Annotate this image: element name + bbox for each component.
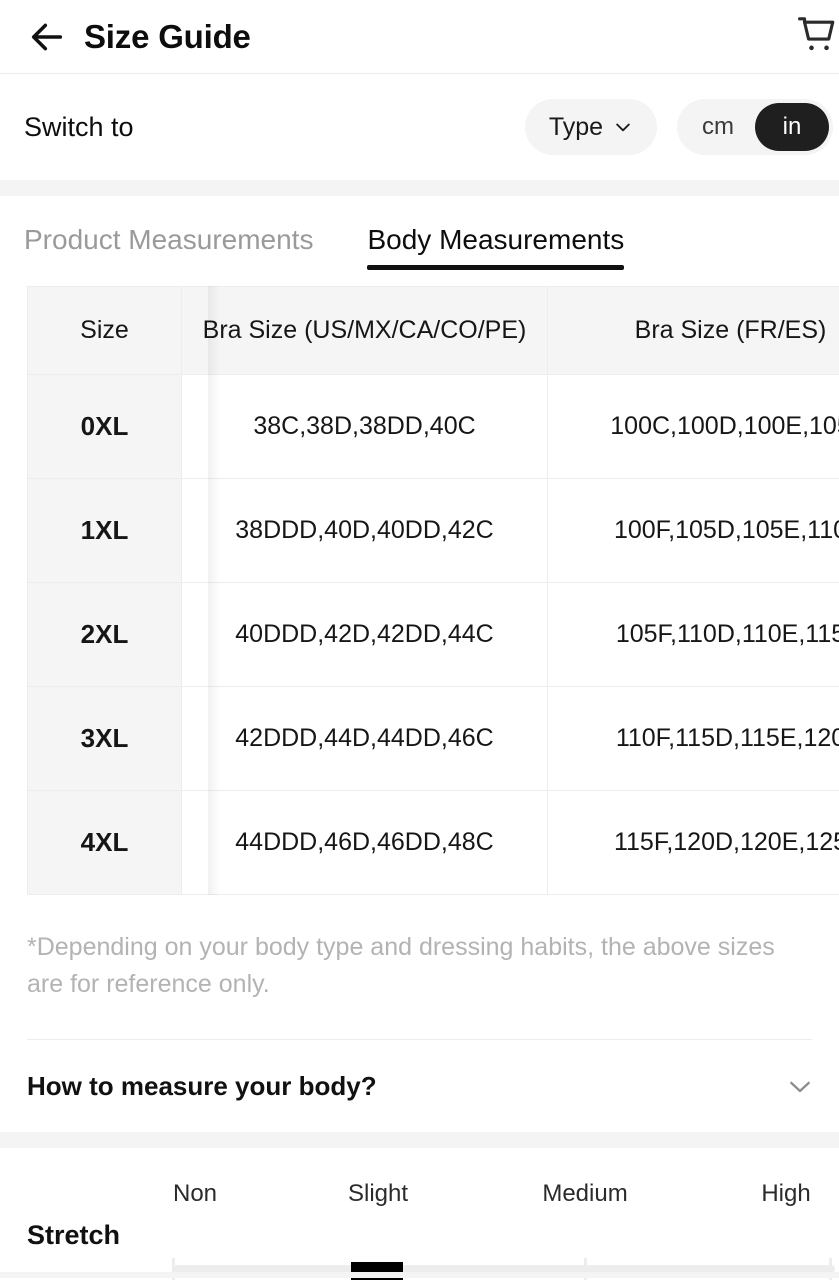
chevron-down-icon bbox=[613, 117, 633, 137]
switch-to-label: Switch to bbox=[24, 111, 134, 142]
unit-option-cm[interactable]: cm bbox=[702, 113, 734, 140]
size-table-container[interactable]: Size Bra Size (US/MX/CA/CO/PE) Bra Size … bbox=[27, 286, 839, 896]
cell-bra-fr: 110F,115D,115E,120 bbox=[547, 686, 839, 792]
stretch-level-high: High bbox=[761, 1180, 811, 1208]
cell-size: 0XL bbox=[27, 374, 182, 480]
stretch-level-non: Non bbox=[172, 1180, 218, 1208]
table-row: 4XL 44DDD,46D,46DD,48C 115F,120D,120E,12… bbox=[27, 790, 839, 896]
cell-size: 2XL bbox=[27, 582, 182, 688]
switch-to-row: Switch to Type cm in bbox=[0, 74, 839, 180]
stretch-slider-tick-0 bbox=[172, 1258, 175, 1280]
cell-bra-fr: 100C,100D,100E,105 bbox=[547, 374, 839, 480]
table-row: 2XL 40DDD,42D,42DD,44C 105F,110D,110E,11… bbox=[27, 582, 839, 688]
unit-toggle[interactable]: cm in bbox=[677, 99, 833, 155]
cell-bra-us: 44DDD,46D,46DD,48C bbox=[181, 790, 548, 896]
measurement-tabs: Product Measurements Body Measurements bbox=[0, 196, 839, 271]
stretch-slider-tick-3 bbox=[829, 1258, 832, 1280]
cell-bra-us: 42DDD,44D,44DD,46C bbox=[181, 686, 548, 792]
size-table: Size Bra Size (US/MX/CA/CO/PE) Bra Size … bbox=[27, 286, 839, 896]
cell-bra-us: 38C,38D,38DD,40C bbox=[181, 374, 548, 480]
tab-product-measurements-label: Product Measurements bbox=[24, 224, 314, 255]
cell-size: 3XL bbox=[27, 686, 182, 792]
switch-controls: Type cm in bbox=[525, 99, 839, 155]
back-button[interactable] bbox=[24, 14, 70, 60]
stretch-level-medium: Medium bbox=[542, 1180, 628, 1208]
table-header-bra-fr: Bra Size (FR/ES) bbox=[547, 286, 839, 376]
section-divider-band bbox=[0, 180, 839, 196]
stretch-slider-tick-2 bbox=[584, 1258, 587, 1280]
table-row: 0XL 38C,38D,38DD,40C 100C,100D,100E,105 bbox=[27, 374, 839, 480]
table-header-size: Size bbox=[27, 286, 182, 376]
size-footnote: *Depending on your body type and dressin… bbox=[27, 933, 775, 999]
stretch-level-slight: Slight bbox=[347, 1180, 409, 1208]
bottom-band bbox=[0, 1272, 839, 1279]
tab-body-measurements[interactable]: Body Measurements bbox=[367, 224, 625, 271]
table-header-row: Size Bra Size (US/MX/CA/CO/PE) Bra Size … bbox=[27, 286, 839, 376]
type-selector-label: Type bbox=[548, 112, 604, 141]
table-row: 3XL 42DDD,44D,44DD,46C 110F,115D,115E,12… bbox=[27, 686, 839, 792]
cell-bra-fr: 100F,105D,105E,110 bbox=[547, 478, 839, 584]
tab-body-measurements-label: Body Measurements bbox=[367, 224, 625, 255]
cell-bra-fr: 105F,110D,110E,115 bbox=[547, 582, 839, 688]
table-row: 1XL 38DDD,40D,40DD,42C 100F,105D,105E,11… bbox=[27, 478, 839, 584]
cell-bra-us: 38DDD,40D,40DD,42C bbox=[181, 478, 548, 584]
shopping-cart-icon bbox=[795, 13, 839, 57]
table-header-bra-us: Bra Size (US/MX/CA/CO/PE) bbox=[181, 286, 548, 376]
how-to-measure-accordion[interactable]: How to measure your body? bbox=[0, 1040, 839, 1133]
unit-option-in[interactable]: in bbox=[755, 103, 829, 151]
stretch-level-labels: Non Slight Medium High bbox=[0, 1180, 839, 1212]
back-arrow-icon bbox=[27, 17, 67, 57]
cell-size: 1XL bbox=[27, 478, 182, 584]
cart-button[interactable] bbox=[787, 5, 839, 65]
page-title: Size Guide bbox=[84, 18, 251, 55]
cell-bra-fr: 115F,120D,120E,125 bbox=[547, 790, 839, 896]
chevron-down-icon[interactable] bbox=[785, 1071, 815, 1101]
footnote-divider bbox=[27, 1039, 812, 1041]
cell-bra-us: 40DDD,42D,42DD,44C bbox=[181, 582, 548, 688]
cell-size: 4XL bbox=[27, 790, 182, 896]
stretch-section: Stretch Non Slight Medium High bbox=[0, 1148, 839, 1280]
stretch-label: Stretch bbox=[27, 1220, 121, 1251]
tab-active-underline bbox=[367, 265, 625, 271]
how-to-measure-title: How to measure your body? bbox=[27, 1070, 377, 1101]
section-divider-band-2 bbox=[0, 1132, 839, 1149]
tab-product-measurements[interactable]: Product Measurements bbox=[24, 224, 313, 270]
type-selector[interactable]: Type bbox=[525, 99, 657, 155]
app-bar: Size Guide bbox=[0, 0, 839, 74]
stretch-slider-track bbox=[172, 1265, 835, 1274]
